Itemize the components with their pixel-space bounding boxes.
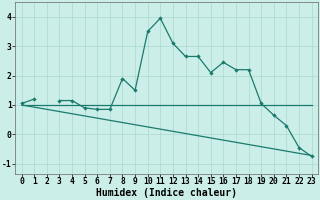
X-axis label: Humidex (Indice chaleur): Humidex (Indice chaleur)	[96, 188, 237, 198]
